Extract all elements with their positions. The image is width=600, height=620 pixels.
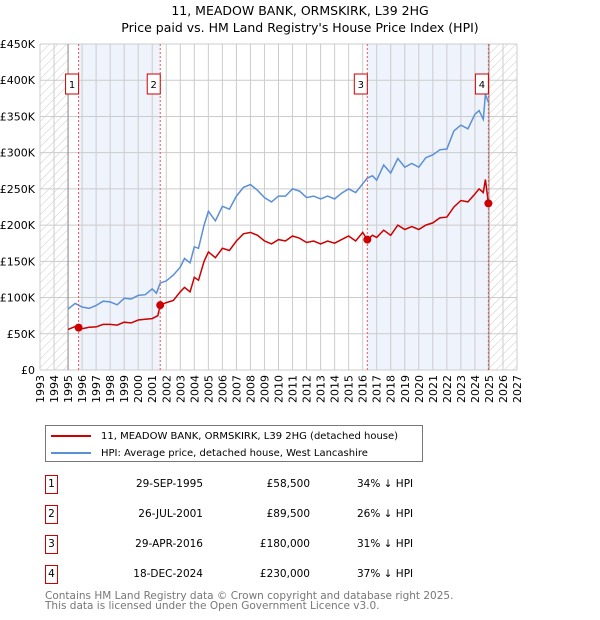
x-tick-label: 2000 [132,375,145,403]
x-tick-label: 2006 [216,375,229,403]
transaction-number: 1 [45,475,58,494]
y-tick-label: £50K [7,328,36,341]
sale-label: 1 [69,80,75,91]
x-tick-label: 2024 [469,375,482,403]
y-tick-label: £400K [0,74,36,87]
shaded-period [78,44,161,370]
x-tick-label: 2021 [427,375,440,403]
table-row: 2 26-JUL-2001 £89,500 26% ↓ HPI [45,505,465,525]
table-row: 4 18-DEC-2024 £230,000 37% ↓ HPI [45,565,465,585]
transaction-date: 29-SEP-1995 [135,478,203,490]
legend-swatch-property [51,435,91,437]
sale-point [74,323,83,332]
x-tick-label: 2019 [399,375,412,403]
footer: Contains HM Land Registry data © Crown c… [45,590,454,612]
sale-point [156,301,165,310]
sale-label-box [474,73,489,95]
transaction-number: 3 [45,535,58,554]
transaction-price: £180,000 [259,538,310,550]
x-tick-label: 2022 [441,375,454,403]
x-tick-label: 2013 [315,375,328,403]
legend-item-property: 11, MEADOW BANK, ORMSKIRK, L39 2HG (deta… [46,428,398,444]
table-row: 1 29-SEP-1995 £58,500 34% ↓ HPI [45,475,465,495]
sale-label-box [65,73,80,95]
x-tick-label: 1993 [34,375,47,403]
sale-label: 2 [151,80,157,91]
y-tick-label: £250K [0,183,36,196]
transaction-hpi-diff: 37% ↓ HPI [357,568,414,580]
transaction-price: £230,000 [259,568,310,580]
x-tick-label: 2008 [244,375,257,403]
transaction-date: 29-APR-2016 [135,538,203,550]
x-tick-label: 2015 [343,375,356,403]
sale-label: 4 [479,80,485,91]
y-tick-label: £100K [0,292,36,305]
legend-swatch-hpi [51,452,91,454]
transaction-hpi-diff: 26% ↓ HPI [357,508,414,520]
y-tick-label: £450K [0,38,36,51]
x-tick-label: 2009 [258,375,271,403]
x-tick-label: 1995 [62,375,75,403]
x-tick-label: 1996 [76,375,89,403]
x-tick-label: 2007 [230,375,243,403]
table-row: 3 29-APR-2016 £180,000 31% ↓ HPI [45,535,465,555]
transaction-date: 18-DEC-2024 [133,568,203,580]
x-tick-label: 2014 [329,375,342,403]
y-tick-label: £150K [0,255,36,268]
legend-item-hpi: HPI: Average price, detached house, West… [46,445,368,461]
transaction-hpi-diff: 31% ↓ HPI [357,538,414,550]
x-tick-label: 2010 [273,375,286,403]
x-tick-label: 2002 [160,375,173,403]
x-tick-label: 1994 [48,375,61,403]
sale-label-box [146,73,161,95]
x-tick-label: 2016 [357,375,370,403]
shaded-period [367,44,489,370]
x-tick-label: 2011 [287,375,300,403]
sale-label: 3 [358,80,364,91]
x-tick-label: 2005 [202,375,215,403]
transaction-number: 2 [45,505,58,524]
x-tick-label: 2025 [483,375,496,403]
x-tick-label: 2017 [371,375,384,403]
transaction-hpi-diff: 34% ↓ HPI [357,478,414,490]
x-tick-label: 2023 [455,375,468,403]
x-tick-label: 2020 [413,375,426,403]
x-tick-label: 2018 [385,375,398,403]
legend-label-hpi: HPI: Average price, detached house, West… [101,447,368,459]
x-tick-label: 2003 [174,375,187,403]
transaction-number: 4 [45,565,58,584]
x-tick-label: 2012 [301,375,314,403]
price-chart: 1 2 3 4 1993 1994 1995 1996 1997 1998 1999 2000 2001… [0,38,524,403]
x-tick-label: 2026 [497,375,510,403]
y-tick-label: £350K [0,110,36,123]
chart-subtitle: Price paid vs. HM Land Registry's House … [121,20,479,35]
property-price-line [67,179,490,331]
sale-point [484,199,493,208]
sale-label-box [353,73,368,95]
footer-copyright: Contains HM Land Registry data © Crown c… [45,590,454,602]
sale-point [363,235,372,244]
legend-label-property: 11, MEADOW BANK, ORMSKIRK, L39 2HG (deta… [101,430,399,442]
y-tick-label: £300K [0,147,36,160]
y-tick-label: £0 [21,364,35,377]
x-tick-label: 2001 [146,375,159,403]
x-tick-label: 1998 [104,375,117,403]
y-tick-label: £200K [0,219,36,232]
x-tick-label: 1999 [118,375,131,403]
transaction-price: £58,500 [266,478,310,490]
legend: 11, MEADOW BANK, ORMSKIRK, L39 2HG (deta… [45,425,423,462]
x-tick-label: 2004 [188,375,201,403]
transaction-date: 26-JUL-2001 [138,508,203,520]
transaction-price: £89,500 [266,508,310,520]
x-tick-label: 2027 [511,375,524,403]
footer-licence: This data is licensed under the Open Gov… [45,600,380,612]
x-tick-label: 1997 [90,375,103,403]
hpi-line [67,94,490,310]
chart-title: 11, MEADOW BANK, ORMSKIRK, L39 2HG [171,3,429,18]
